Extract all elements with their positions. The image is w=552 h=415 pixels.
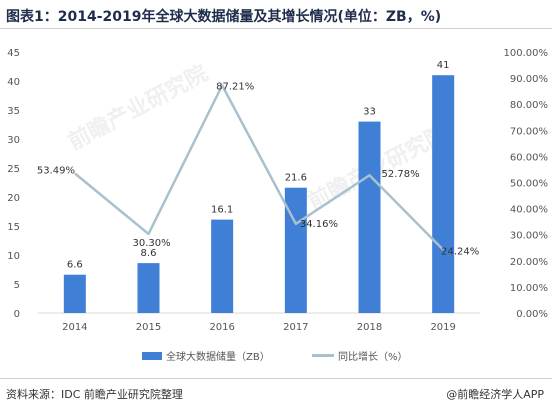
chart-title: 图表1：2014-2019年全球大数据储量及其增长情况(单位：ZB，%): [6, 9, 442, 25]
y-right-tick-label: 10.00%: [510, 283, 548, 294]
legend-bar-label: 全球大数据储量（ZB）: [166, 352, 270, 363]
line-value-label: 87.21%: [216, 81, 254, 92]
y-left-tick-label: 15: [7, 222, 20, 233]
y-right-tick-label: 20.00%: [510, 257, 548, 268]
x-tick-label: 2018: [357, 322, 382, 333]
bar-value-label: 8.6: [141, 248, 157, 259]
y-left-tick-label: 0: [14, 309, 20, 320]
legend-line-label: 同比增长（%）: [338, 352, 408, 363]
line-value-label: 53.49%: [37, 165, 75, 176]
y-right-tick-label: 80.00%: [510, 100, 548, 111]
bar: [63, 274, 86, 313]
y-left-tick-label: 25: [7, 164, 20, 175]
x-tick-label: 2015: [136, 322, 161, 333]
legend: 全球大数据储量（ZB） 同比增长（%）: [0, 348, 552, 363]
line-value-label: 34.16%: [300, 219, 338, 230]
y-right-tick-label: 50.00%: [510, 179, 548, 190]
source-note: 资料来源：IDC 前瞻产业研究院整理: [6, 388, 183, 401]
chart-plot: 0 5 10 15 20 25 30 35 40 45 0.00% 10.00% 20.00% 30.00…: [7, 48, 549, 333]
y-left-tick-label: 10: [7, 251, 20, 262]
bar: [432, 75, 455, 313]
y-right-tick-label: 70.00%: [510, 126, 548, 137]
bar: [358, 121, 381, 313]
legend-line-swatch: [312, 354, 334, 357]
bar-value-label: 21.6: [285, 173, 307, 184]
footer: 资料来源：IDC 前瞻产业研究院整理 @前瞻经济学人APP: [0, 384, 552, 404]
line-value-label: 24.24%: [441, 247, 479, 258]
y-left-tick-label: 45: [7, 48, 20, 59]
y-left-tick-label: 20: [7, 193, 20, 204]
y-right-tick-label: 30.00%: [510, 231, 548, 242]
x-tick-label: 2014: [62, 322, 87, 333]
brand-credit: @前瞻经济学人APP: [446, 388, 544, 401]
y-right-tick-label: 40.00%: [510, 205, 548, 216]
bar: [284, 187, 307, 313]
bar-value-label: 33: [363, 107, 376, 118]
line-value-label: 30.30%: [133, 238, 171, 249]
y-right-tick-label: 0.00%: [516, 309, 548, 320]
y-right-tick-label: 100.00%: [504, 48, 549, 59]
bar-value-label: 6.6: [67, 260, 83, 271]
legend-bar-swatch: [142, 351, 162, 360]
y-left-tick-label: 5: [14, 280, 20, 291]
footer-divider: [0, 378, 552, 379]
bar: [137, 263, 160, 313]
y-left-tick-label: 30: [7, 135, 20, 146]
y-right-tick-label: 90.00%: [510, 74, 548, 85]
title-divider: [0, 28, 552, 29]
y-left-tick-label: 35: [7, 106, 20, 117]
growth-line: [74, 84, 445, 251]
bar-value-label: 16.1: [211, 205, 233, 216]
y-left-tick-label: 40: [7, 77, 20, 88]
x-tick-label: 2019: [430, 322, 455, 333]
legend-item-line: 同比增长（%）: [312, 348, 408, 363]
y-right-tick-label: 60.00%: [510, 152, 548, 163]
bar: [211, 219, 234, 313]
x-tick-label: 2016: [209, 322, 234, 333]
x-tick-label: 2017: [283, 322, 308, 333]
bar-value-label: 41: [437, 60, 450, 71]
line-value-label: 52.78%: [382, 169, 420, 180]
legend-item-bar: 全球大数据储量（ZB）: [142, 348, 270, 363]
